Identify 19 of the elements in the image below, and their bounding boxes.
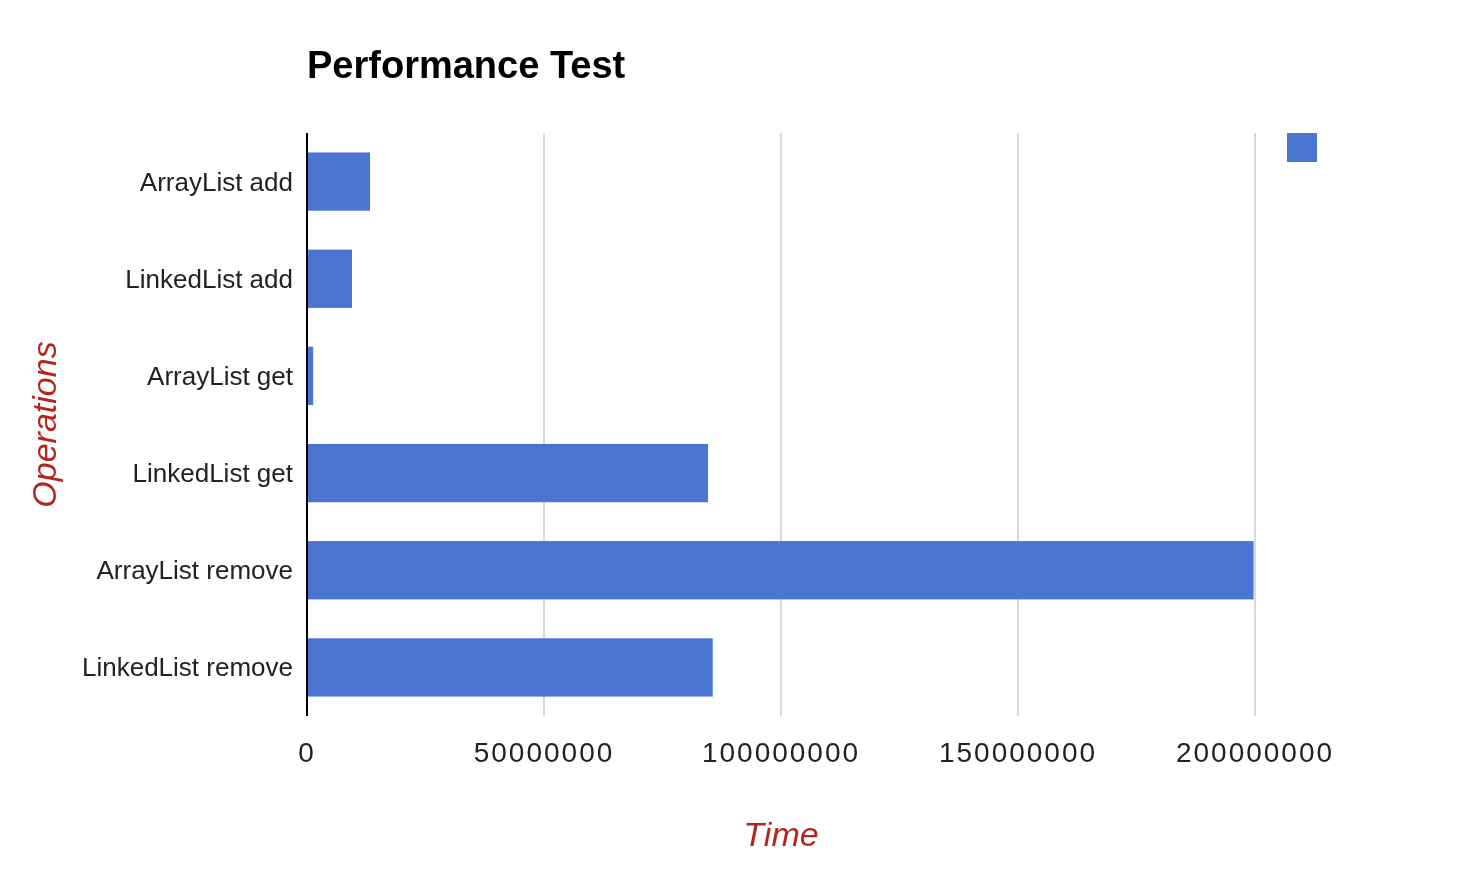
x-tick-label: 150000000 bbox=[938, 737, 1098, 768]
y-tick-label: ArrayList add bbox=[139, 166, 293, 197]
x-tick-label: 200000000 bbox=[1175, 737, 1335, 768]
x-tick-label: 100000000 bbox=[701, 737, 861, 768]
y-axis-title: Operations bbox=[25, 341, 63, 508]
y-tick-label: ArrayList remove bbox=[96, 555, 293, 586]
y-tick-label: ArrayList get bbox=[147, 360, 294, 391]
x-tick-label: 50000000 bbox=[473, 737, 615, 768]
y-tick-label: LinkedList remove bbox=[82, 652, 293, 683]
x-axis-title: Time bbox=[743, 815, 819, 853]
bar bbox=[307, 249, 353, 308]
chart-title: Performance Test bbox=[307, 44, 626, 86]
y-tick-label: LinkedList add bbox=[125, 263, 293, 294]
bar bbox=[307, 638, 713, 697]
bar bbox=[307, 541, 1254, 600]
bar bbox=[307, 443, 708, 503]
x-tick-label: 0 bbox=[298, 737, 316, 768]
bar bbox=[307, 152, 371, 211]
y-tick-label: LinkedList get bbox=[132, 458, 294, 489]
